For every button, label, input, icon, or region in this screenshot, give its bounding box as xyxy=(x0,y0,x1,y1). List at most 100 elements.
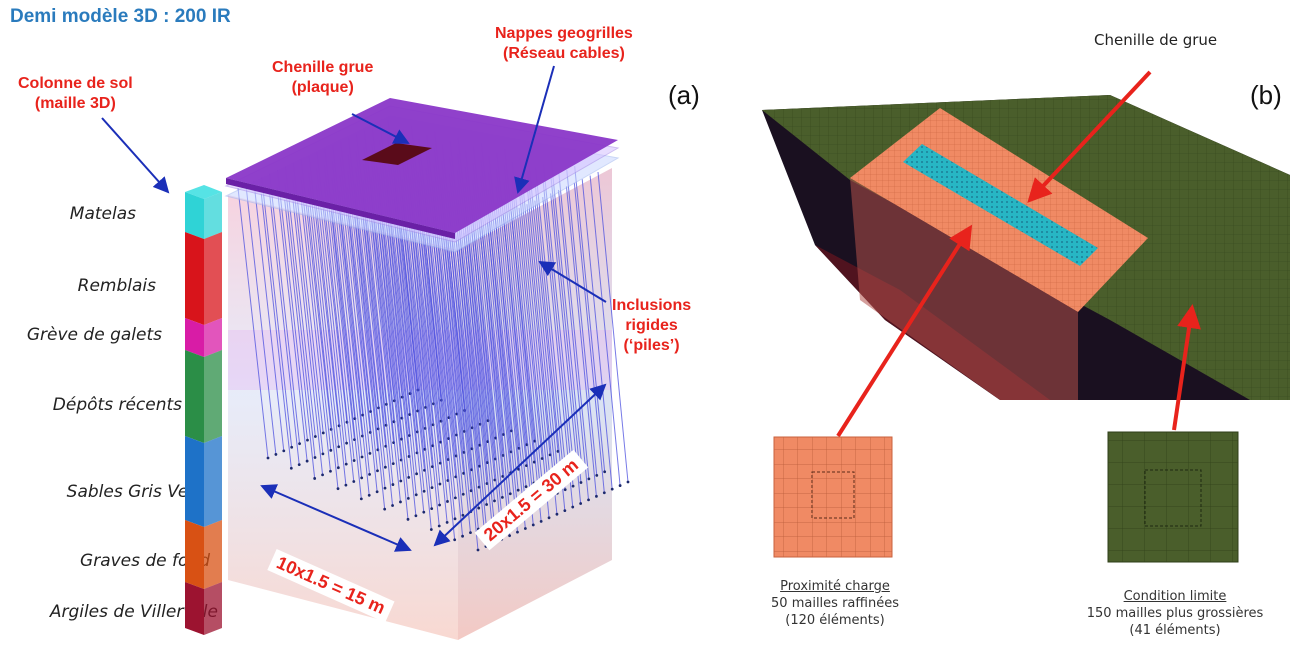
pile xyxy=(362,196,394,485)
pile-tip xyxy=(579,502,583,505)
pile-tip xyxy=(274,453,278,456)
pile xyxy=(331,194,363,478)
pile-tip xyxy=(290,445,294,449)
pile-tip xyxy=(523,527,527,530)
pile-tip xyxy=(461,513,465,517)
pile xyxy=(385,219,417,516)
pile-tip xyxy=(500,495,504,499)
pile xyxy=(597,171,629,483)
pile-tip xyxy=(430,507,434,510)
pile xyxy=(292,179,324,454)
pile-tip xyxy=(602,491,606,495)
label-nappes-line1: Nappes geogrilles xyxy=(495,25,633,42)
pile-tip xyxy=(368,472,371,476)
caption-left-line1: 50 mailles raffinées xyxy=(771,596,899,611)
pile xyxy=(307,188,339,468)
pile-tip xyxy=(383,486,387,490)
pile-tip xyxy=(516,530,519,534)
pile xyxy=(284,199,316,479)
pile xyxy=(581,179,613,490)
pile-tip xyxy=(414,514,418,518)
pile-tip xyxy=(547,516,551,520)
mesh-view xyxy=(762,95,1290,400)
pile xyxy=(284,182,316,458)
pile-tip xyxy=(610,487,614,491)
soil-layer-side-3 xyxy=(204,318,222,357)
pile xyxy=(269,173,301,444)
pile xyxy=(307,205,339,489)
swatch-coarse-mesh xyxy=(1107,431,1239,563)
pile-tip xyxy=(305,459,309,463)
soil-layer-side-6 xyxy=(204,520,222,589)
pile-tip xyxy=(297,463,301,467)
pile-tip xyxy=(321,431,325,435)
label-colonne-line1: Colonne de sol xyxy=(18,75,133,92)
pile-tip xyxy=(383,465,387,469)
soil-layer-2 xyxy=(185,232,204,325)
pile-tip xyxy=(383,507,387,511)
pile xyxy=(354,216,386,510)
label-inclusions-line3: (‘piles’) xyxy=(623,337,680,354)
panel-a-title: Demi modèle 3D : 200 IR xyxy=(10,6,231,27)
pile-tip xyxy=(587,498,590,502)
pile xyxy=(354,200,386,489)
pile xyxy=(589,175,621,486)
pile-tip xyxy=(437,524,441,528)
pile-tip xyxy=(438,482,442,486)
pile-tip xyxy=(306,438,309,442)
pile-tip xyxy=(321,473,324,477)
pile xyxy=(393,198,425,492)
label-nappes-line2: (Réseau cables) xyxy=(502,45,625,62)
top-plate-edge xyxy=(226,178,455,239)
mesh-fine-side xyxy=(850,178,1078,400)
pile-tip xyxy=(359,497,363,501)
arrow-nappes xyxy=(514,65,555,194)
dimension-line-width xyxy=(260,484,412,552)
pile-tip xyxy=(415,472,418,476)
panel-a-tag: (a) xyxy=(668,80,700,110)
pile-tip xyxy=(453,517,457,521)
pile xyxy=(276,170,308,441)
caption-left-line2: (120 éléments) xyxy=(785,613,885,628)
pile xyxy=(338,207,370,496)
pile-tip xyxy=(571,505,575,509)
pile xyxy=(331,178,363,458)
soil-layer-side-2 xyxy=(204,232,222,325)
pile-tip xyxy=(485,503,488,506)
soil-column-top xyxy=(185,185,222,199)
pile-tip xyxy=(321,452,325,456)
pile-tip xyxy=(352,459,356,462)
pile xyxy=(385,202,417,495)
arrow-chenille xyxy=(351,113,410,144)
pile-tip xyxy=(289,466,293,470)
pile-tip xyxy=(626,480,630,484)
label-inclusions-line1: Inclusions xyxy=(612,297,692,314)
swatch-coarse-inner xyxy=(1144,469,1202,527)
soil-layer-6 xyxy=(185,520,204,589)
caption-proximite-charge: Proximité charge 50 mailles raffinées (1… xyxy=(745,578,925,629)
pile xyxy=(354,183,386,468)
pile-tip xyxy=(360,476,364,480)
pile-tip xyxy=(429,528,433,531)
label-chenille-grue: Chenille grue (plaque) xyxy=(272,58,373,98)
label-inclusions-rigides: Inclusions rigides (‘piles’) xyxy=(612,296,691,356)
soil-layer-1 xyxy=(185,192,204,239)
pile xyxy=(292,195,324,475)
pile-tip xyxy=(461,492,465,496)
pile-tip xyxy=(508,534,511,538)
pile-tip xyxy=(391,483,395,486)
pile-tip xyxy=(414,493,418,497)
pile-tip xyxy=(571,484,575,488)
pile-tip xyxy=(313,456,317,459)
layer-label-matelas: Matelas xyxy=(69,204,136,224)
soil-layer-side-4 xyxy=(204,350,222,443)
pile-tip xyxy=(539,519,543,523)
pile-tip xyxy=(399,500,402,504)
label-chenille-de-grue: Chenille de grue xyxy=(1094,31,1218,49)
soil-layer-5 xyxy=(185,436,204,527)
arrow-colonne xyxy=(101,117,170,194)
caption-right-line1: 150 mailles plus grossières xyxy=(1086,606,1264,621)
pile-tip xyxy=(587,477,591,481)
caption-right-line2: (41 éléments) xyxy=(1129,623,1221,638)
swatch-fine-mesh xyxy=(773,436,893,558)
